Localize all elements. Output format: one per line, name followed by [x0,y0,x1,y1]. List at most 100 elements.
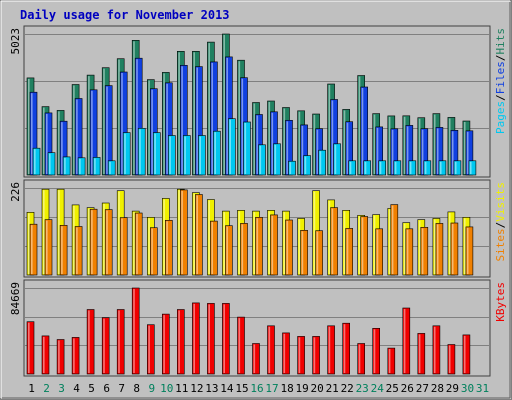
bar-highlight [214,132,216,174]
bar-highlight [334,144,337,174]
bar-pages-day-15 [243,121,251,176]
bar-highlight [151,89,153,174]
bar-kbytes-day-22 [342,322,351,375]
bar-sites-day-3 [59,225,68,276]
bar-pages-day-2 [47,152,56,176]
x-tick-label-day-11: 11 [175,382,188,395]
bar-highlight [301,125,304,174]
bar-highlight [193,303,195,373]
x-tick-label-day-13: 13 [205,382,218,395]
bar-kbytes-day-18 [282,332,290,375]
bar-highlight [346,122,349,174]
bar-highlight [391,205,394,274]
bar-sites-day-16 [255,217,263,276]
legend-files: Files [494,61,507,94]
bar-highlight [238,211,241,274]
bar-highlight [388,116,391,174]
bar-highlight [193,52,195,174]
bar-sites-day-7 [119,217,128,276]
bar-highlight [43,336,45,373]
bar-highlight [28,322,30,373]
bar-highlight [313,115,316,174]
x-tick-label-day-31: 31 [476,382,489,395]
bar-highlight [328,200,331,274]
bar-highlight [448,118,451,174]
bar-highlight [403,223,406,274]
bar-highlight [61,226,63,274]
bar-sites-day-25 [390,204,399,276]
legend-separator: / [494,55,507,62]
x-tick-label-day-30: 30 [461,382,474,395]
bar-kbytes-day-20 [312,336,320,375]
bar-highlight [88,76,90,174]
bar-highlight [331,100,334,174]
bar-highlight [163,315,165,373]
bar-kbytes-day-5 [86,309,95,375]
bar-highlight [433,326,436,373]
bar-pages-day-17 [273,143,281,176]
bar-sites-day-10 [165,220,173,276]
bar-highlight [454,161,457,174]
bar-highlight [58,190,60,274]
chart-title: Daily usage for November 2013 [20,8,230,22]
bar-pages-day-12 [198,135,206,176]
bar-sites-day-17 [270,214,278,276]
bar-sites-day-15 [240,223,248,276]
bar-highlight [328,326,331,373]
bar-highlight [439,161,442,174]
bar-highlight [199,136,201,174]
bar-highlight [46,113,48,174]
bar-highlight [298,337,301,373]
bar-highlight [223,212,225,274]
bar-highlight [166,221,168,274]
bar-highlight [151,228,153,274]
bar-highlight [79,158,81,174]
bar-highlight [109,161,111,174]
bar-highlight [253,212,256,274]
bar-highlight [451,131,454,174]
bar-sites-day-12 [195,194,203,276]
bar-highlight [463,335,466,373]
bar-kbytes-day-1 [26,321,35,375]
x-tick-label-day-6: 6 [103,382,110,395]
bar-highlight [238,61,241,175]
bar-highlight [271,215,274,274]
x-tick-label-day-23: 23 [356,382,369,395]
series-pages [32,118,477,176]
bar-highlight [46,220,48,274]
bar-pages-day-19 [303,155,311,176]
bar-highlight [316,231,319,274]
bar-highlight [268,326,271,373]
bar-highlight [256,218,259,274]
bar-highlight [433,219,436,274]
bar-highlight [28,213,30,274]
panel-requests-ymax-label: 5023 [9,28,22,55]
bar-highlight [43,190,45,274]
bar-highlight [418,220,421,274]
bar-highlight [256,115,259,174]
bar-highlight [376,229,379,274]
bar-highlight [28,78,30,174]
bar-highlight [118,59,120,175]
bar-pages-day-16 [258,144,266,176]
bar-highlight [313,191,316,274]
bar-highlight [304,156,307,174]
bar-highlight [364,161,367,174]
bar-pages-day-6 [107,160,116,176]
x-tick-label-day-3: 3 [58,382,65,395]
bar-kbytes-day-17 [267,325,275,375]
bar-highlight [331,208,334,274]
bar-sites-day-6 [104,209,113,276]
bar-highlight [76,99,78,174]
panel-kbytes-ymax-label: 84669 [9,282,22,315]
bar-highlight [73,338,75,373]
bar-pages-day-9 [153,132,161,176]
bar-sites-day-18 [285,219,293,276]
legend-separator: / [494,222,507,229]
panel-kbytes: 84669 KBytes [9,279,507,377]
legend-visits: Visits [494,182,507,222]
bar-sites-day-29 [450,222,459,276]
bar-highlight [271,112,274,174]
bar-highlight [133,212,135,274]
bar-highlight [211,222,213,274]
